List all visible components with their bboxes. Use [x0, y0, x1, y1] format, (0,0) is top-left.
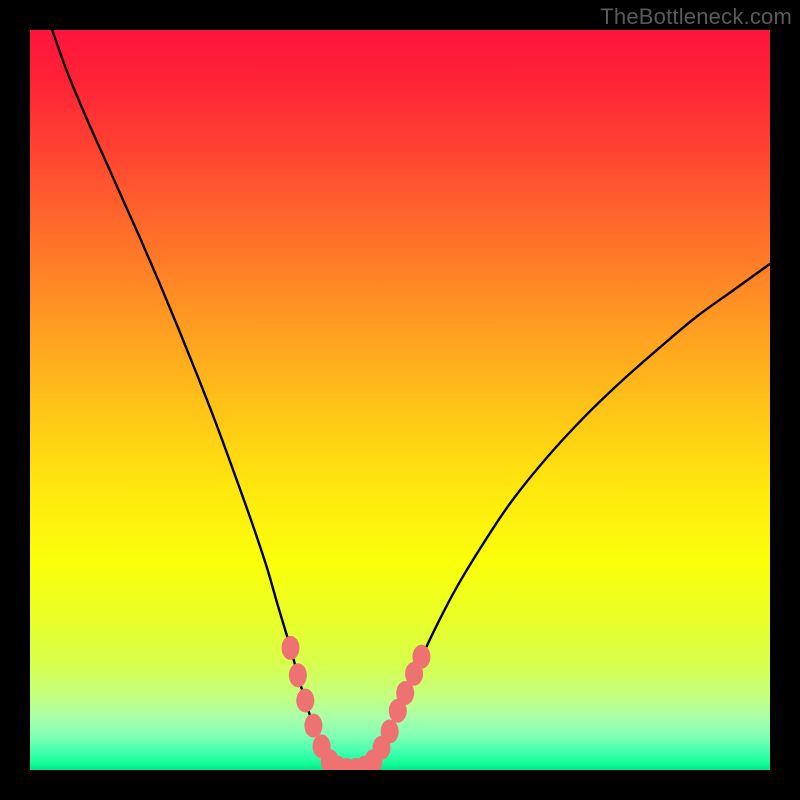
- highlight-marker: [412, 645, 430, 669]
- highlight-marker: [296, 688, 314, 712]
- chart-container: TheBottleneck.com: [0, 0, 800, 800]
- highlight-marker: [304, 714, 322, 738]
- watermark-text: TheBottleneck.com: [600, 4, 792, 30]
- plot-background: [30, 30, 770, 770]
- highlight-marker: [289, 663, 307, 687]
- highlight-marker: [381, 720, 399, 744]
- bottleneck-chart: [30, 30, 770, 770]
- highlight-marker: [281, 636, 299, 660]
